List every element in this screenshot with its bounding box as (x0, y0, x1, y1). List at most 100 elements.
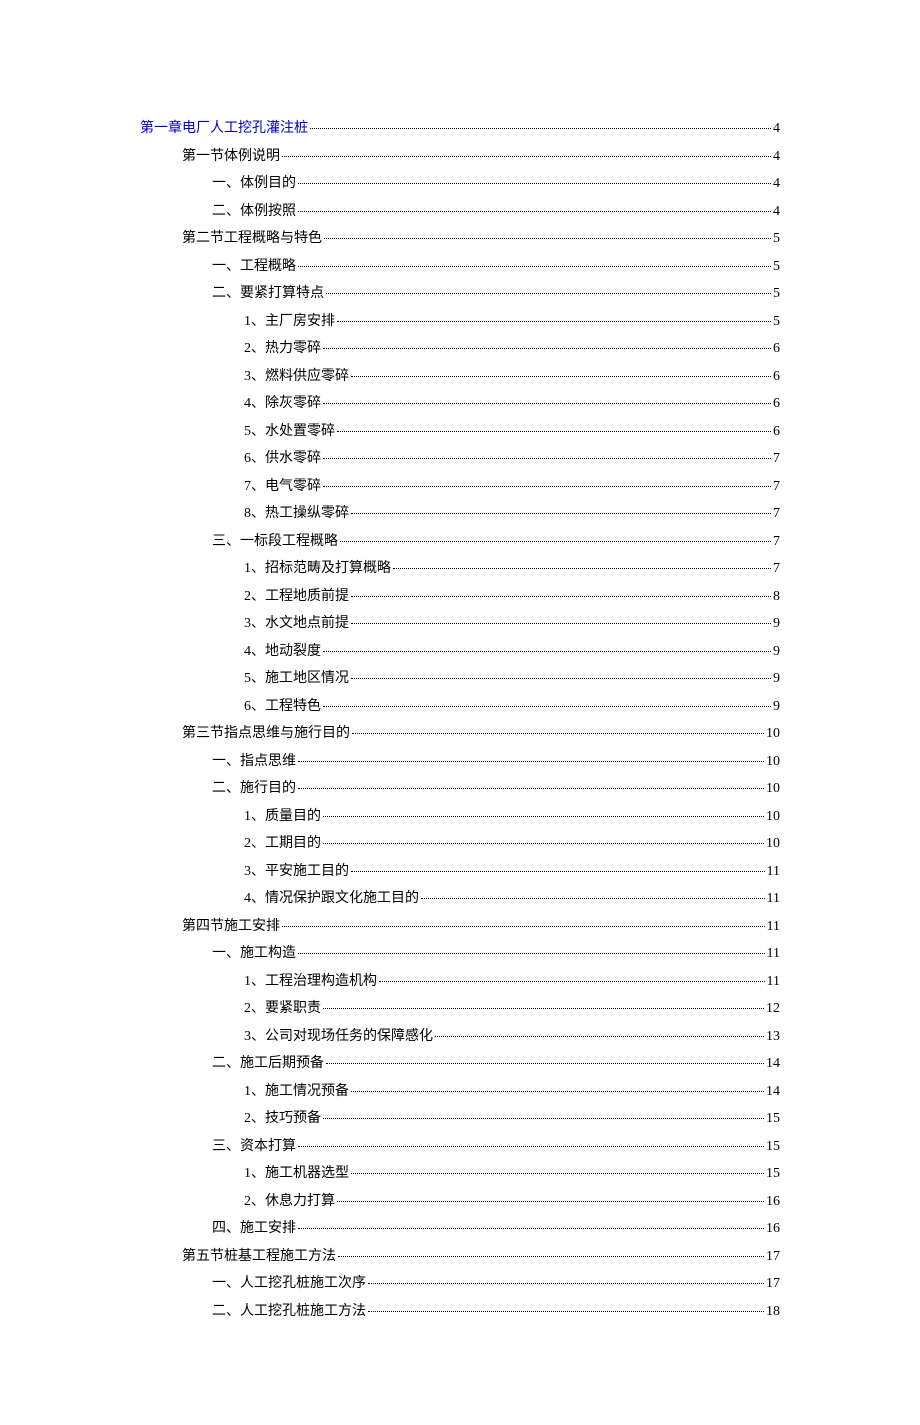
toc-dot-leader (393, 568, 771, 569)
toc-page-number: 9 (773, 693, 780, 721)
toc-dot-leader (323, 348, 771, 349)
toc-entry[interactable]: 第一章电厂人工挖孔灌注桩4 (140, 115, 780, 143)
toc-entry: 3、水文地点前提9 (140, 610, 780, 638)
toc-page-number: 14 (766, 1078, 780, 1106)
toc-page-number: 6 (773, 363, 780, 391)
toc-page-number: 16 (766, 1188, 780, 1216)
toc-page-number: 4 (773, 170, 780, 198)
toc-page-number: 11 (767, 940, 780, 968)
toc-label: 第一节体例说明 (182, 143, 280, 171)
toc-entry: 1、主厂房安排5 (140, 308, 780, 336)
toc-label[interactable]: 第一章电厂人工挖孔灌注桩 (140, 115, 308, 143)
toc-label: 第五节桩基工程施工方法 (182, 1243, 336, 1271)
toc-entry: 第五节桩基工程施工方法17 (140, 1243, 780, 1271)
toc-entry: 2、工程地质前提 8 (140, 583, 780, 611)
toc-page-number: 8 (773, 583, 780, 611)
toc-page-number: 6 (773, 418, 780, 446)
toc-entry: 2、工期目的10 (140, 830, 780, 858)
toc-label: 7、电气零碎 (244, 473, 321, 501)
toc-entry: 7、电气零碎7 (140, 473, 780, 501)
toc-dot-leader (337, 1201, 764, 1202)
toc-page-number: 6 (773, 335, 780, 363)
toc-page-number: 9 (773, 665, 780, 693)
toc-entry: 2、热力零碎6 (140, 335, 780, 363)
toc-dot-leader (323, 1008, 764, 1009)
toc-label: 三、一标段工程概略 (212, 528, 338, 556)
toc-label: 3、公司对现场任务的保障感化 (244, 1023, 433, 1051)
toc-label: 5、水处置零碎 (244, 418, 335, 446)
toc-dot-leader (298, 761, 764, 762)
toc-label: 4、除灰零碎 (244, 390, 321, 418)
table-of-contents: 第一章电厂人工挖孔灌注桩4第一节体例说明4一、体例目的4二、体例按照4第二节工程… (140, 115, 780, 1325)
toc-entry: 一、工程概略5 (140, 253, 780, 281)
toc-entry: 2、要紧职责12 (140, 995, 780, 1023)
toc-entry: 一、指点思维10 (140, 748, 780, 776)
toc-dot-leader (323, 816, 764, 817)
toc-dot-leader (282, 156, 771, 157)
toc-label: 四、施工安排 (212, 1215, 296, 1243)
toc-label: 2、技巧预备 (244, 1105, 321, 1133)
toc-entry: 1、招标范畴及打算概略7 (140, 555, 780, 583)
toc-dot-leader (323, 651, 771, 652)
toc-label: 第二节工程概略与特色 (182, 225, 322, 253)
toc-label: 一、工程概略 (212, 253, 296, 281)
toc-dot-leader (298, 788, 764, 789)
toc-entry: 三、一标段工程概略 7 (140, 528, 780, 556)
toc-entry: 一、体例目的4 (140, 170, 780, 198)
toc-dot-leader (323, 1118, 764, 1119)
toc-entry: 第一节体例说明 4 (140, 143, 780, 171)
toc-page-number: 4 (773, 198, 780, 226)
toc-entry: 第三节指点思维与施行目的10 (140, 720, 780, 748)
toc-dot-leader (421, 898, 765, 899)
toc-page-number: 7 (773, 445, 780, 473)
toc-entry: 3、燃料供应零碎6 (140, 363, 780, 391)
toc-page-number: 4 (773, 143, 780, 171)
toc-dot-leader (368, 1283, 764, 1284)
toc-entry: 1、施工机器选型15 (140, 1160, 780, 1188)
toc-page-number: 10 (766, 830, 780, 858)
toc-entry: 2、技巧预备 15 (140, 1105, 780, 1133)
toc-page-number: 10 (766, 748, 780, 776)
toc-label: 2、工程地质前提 (244, 583, 349, 611)
toc-label: 2、要紧职责 (244, 995, 321, 1023)
toc-entry: 三、资本打算15 (140, 1133, 780, 1161)
toc-dot-leader (352, 733, 764, 734)
toc-page-number: 7 (773, 555, 780, 583)
toc-page-number: 11 (767, 968, 780, 996)
toc-dot-leader (338, 1256, 764, 1257)
toc-label: 二、施工后期预备 (212, 1050, 324, 1078)
toc-dot-leader (323, 458, 771, 459)
toc-label: 1、工程治理构造机构 (244, 968, 377, 996)
toc-dot-leader (324, 238, 771, 239)
toc-dot-leader (298, 1228, 764, 1229)
toc-page-number: 7 (773, 500, 780, 528)
toc-entry: 6、工程特色 9 (140, 693, 780, 721)
toc-label: 4、地动裂度 (244, 638, 321, 666)
toc-label: 4、情况保护跟文化施工目的 (244, 885, 419, 913)
toc-dot-leader (282, 926, 765, 927)
toc-dot-leader (326, 293, 771, 294)
toc-page-number: 7 (773, 528, 780, 556)
toc-entry: 第四节施工安排11 (140, 913, 780, 941)
toc-label: 一、施工构造 (212, 940, 296, 968)
toc-dot-leader (298, 1146, 764, 1147)
toc-page-number: 15 (766, 1105, 780, 1133)
toc-entry: 2、休息力打算16 (140, 1188, 780, 1216)
toc-label: 1、施工情况预备 (244, 1078, 349, 1106)
toc-page-number: 15 (766, 1160, 780, 1188)
toc-entry: 一、施工构造 11 (140, 940, 780, 968)
toc-page-number: 17 (766, 1270, 780, 1298)
toc-entry: 5、施工地区情况9 (140, 665, 780, 693)
toc-label: 6、工程特色 (244, 693, 321, 721)
toc-page-number: 9 (773, 610, 780, 638)
toc-entry: 第二节工程概略与特色5 (140, 225, 780, 253)
toc-dot-leader (379, 981, 765, 982)
toc-label: 二、施行目的 (212, 775, 296, 803)
toc-page-number: 5 (773, 280, 780, 308)
toc-dot-leader (435, 1036, 764, 1037)
toc-dot-leader (298, 211, 771, 212)
toc-page-number: 11 (767, 913, 780, 941)
toc-page-number: 11 (767, 858, 780, 886)
toc-entry: 3、平安施工目的11 (140, 858, 780, 886)
toc-page-number: 16 (766, 1215, 780, 1243)
